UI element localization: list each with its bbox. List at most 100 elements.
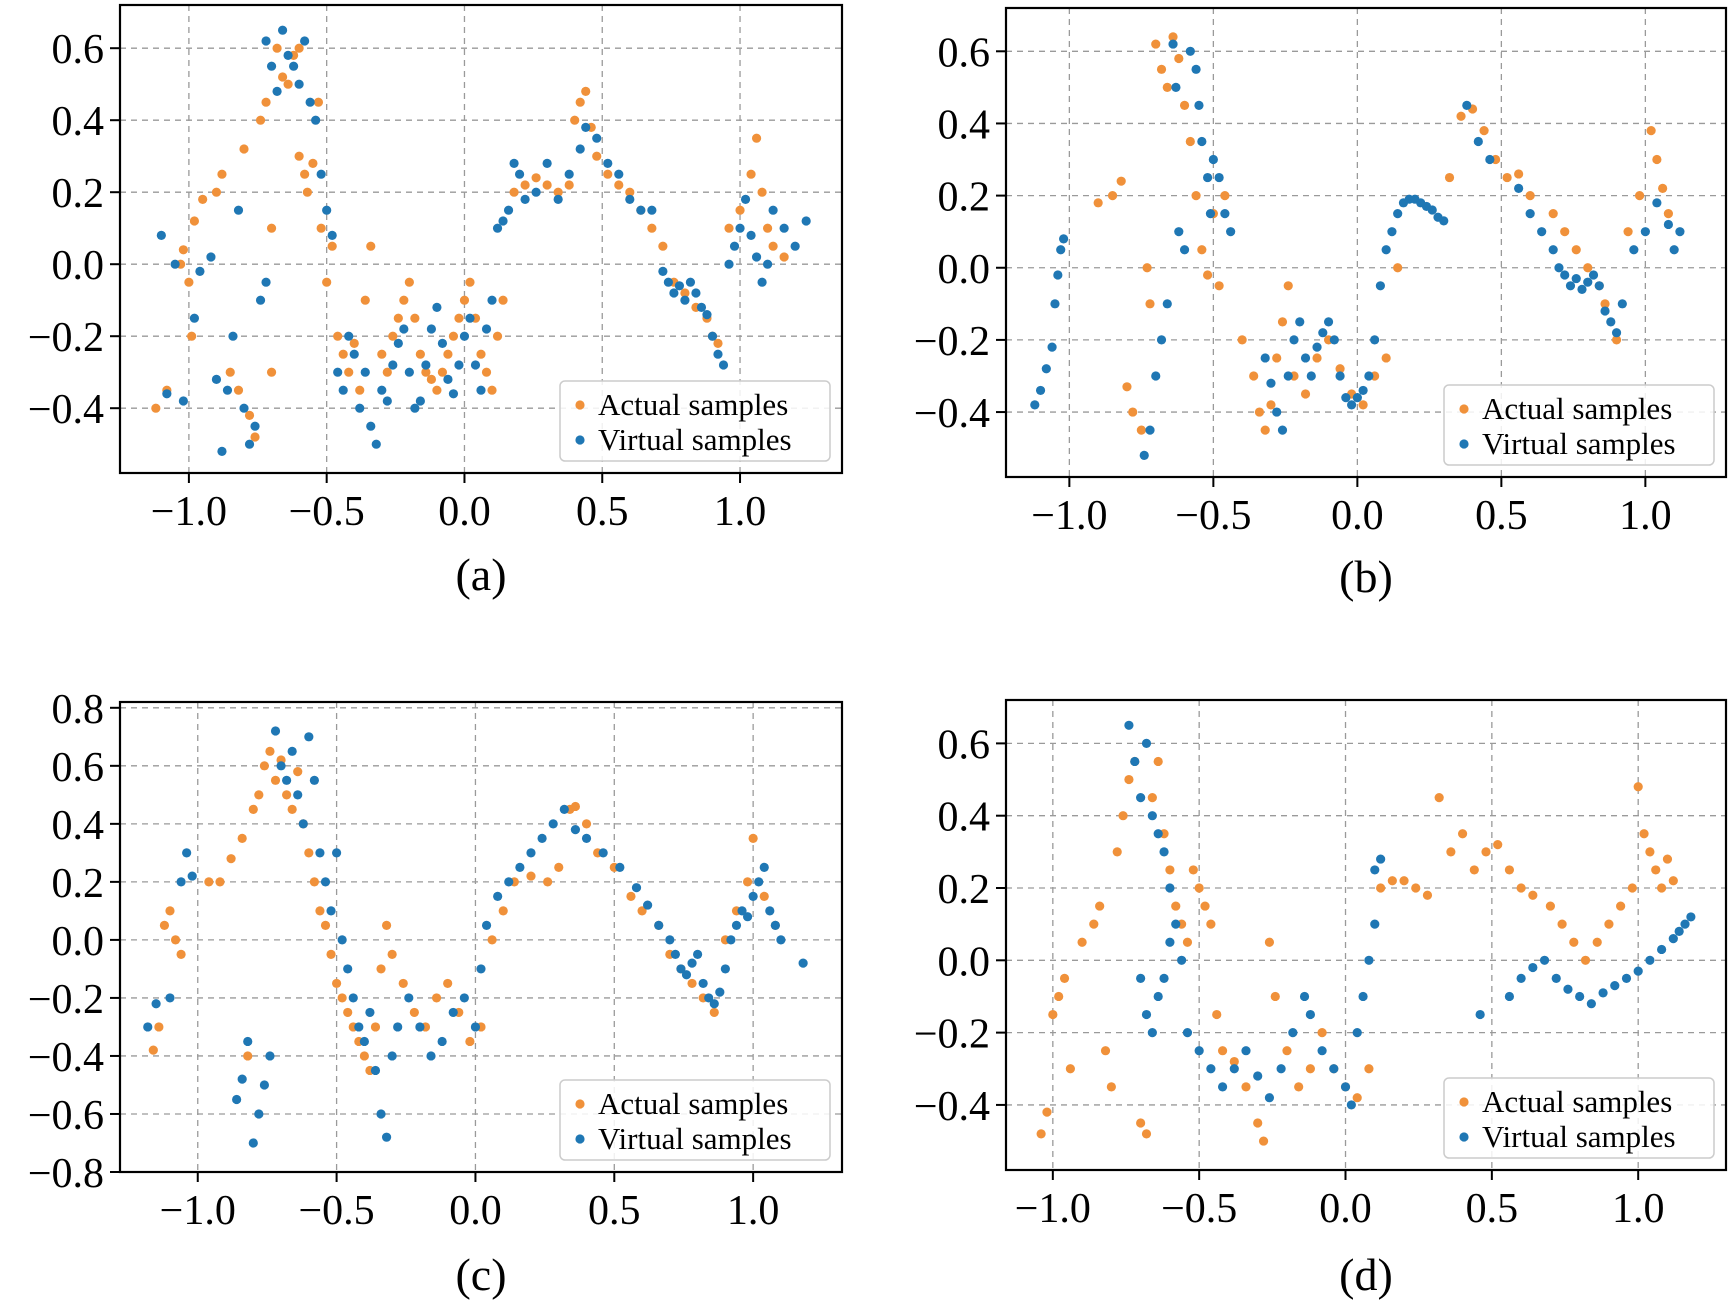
virtual-sample-point	[504, 877, 514, 887]
actual-sample-point	[1305, 1064, 1315, 1074]
actual-sample-point	[1162, 82, 1172, 92]
virtual-sample-point	[798, 958, 808, 968]
actual-sample-point	[421, 367, 431, 377]
actual-sample-point	[1312, 353, 1322, 363]
actual-sample-point	[1592, 937, 1602, 947]
actual-sample-point	[239, 144, 249, 154]
y-tick-label: 0.8	[52, 687, 105, 733]
actual-sample-point	[1294, 1082, 1304, 1092]
actual-sample-point	[1048, 1009, 1058, 1020]
virtual-sample-point	[1174, 227, 1184, 237]
virtual-sample-point	[731, 920, 742, 930]
virtual-sample-point	[1312, 342, 1322, 352]
actual-sample-point	[272, 43, 282, 53]
actual-sample-point	[1089, 919, 1099, 929]
actual-sample-point	[1411, 883, 1421, 893]
virtual-sample-point	[1136, 793, 1146, 803]
actual-sample-point	[1639, 829, 1649, 839]
actual-sample-point	[1580, 955, 1591, 965]
y-tick-label: 0.4	[52, 99, 105, 145]
x-tick-label: 1.0	[1619, 493, 1672, 539]
virtual-sample-point	[643, 900, 653, 910]
virtual-sample-point	[1317, 1046, 1327, 1056]
virtual-sample-point	[143, 1022, 153, 1032]
legend-actual-marker	[575, 1099, 585, 1109]
actual-sample-point	[680, 288, 690, 298]
virtual-sample-point	[1214, 172, 1224, 183]
virtual-sample-point	[542, 158, 552, 168]
virtual-sample-point	[349, 349, 359, 359]
virtual-sample-point	[1611, 328, 1622, 338]
virtual-sample-point	[790, 241, 800, 251]
actual-sample-point	[178, 245, 188, 255]
virtual-sample-point	[1680, 919, 1690, 929]
virtual-sample-point	[1329, 335, 1339, 345]
plot-frame	[118, 3, 844, 475]
virtual-sample-point	[713, 349, 723, 359]
virtual-sample-point	[443, 374, 453, 384]
virtual-sample-point	[265, 1051, 275, 1061]
virtual-sample-point	[360, 367, 370, 377]
virtual-sample-point	[1203, 172, 1213, 183]
virtual-sample-point	[1226, 227, 1236, 237]
virtual-sample-point	[704, 993, 714, 1003]
virtual-sample-point	[459, 331, 470, 341]
actual-sample-point	[344, 367, 354, 377]
actual-sample-point	[261, 97, 271, 107]
actual-sample-point	[1142, 263, 1152, 273]
virtual-sample-point	[1629, 245, 1639, 255]
virtual-sample-point	[1288, 1028, 1298, 1038]
virtual-sample-point	[248, 1138, 258, 1148]
actual-sample-point	[1317, 1028, 1327, 1038]
y-tick-label: −0.4	[914, 391, 990, 437]
actual-sample-point	[1272, 353, 1282, 363]
virtual-sample-point	[514, 169, 525, 179]
actual-sample-point	[1171, 901, 1181, 911]
virtual-sample-point	[1165, 937, 1175, 947]
virtual-sample-point	[1289, 335, 1299, 345]
virtual-sample-point	[1194, 100, 1204, 111]
panel-b: −1.0 −0.5 0.0 0.5 1.0 −0.4 −0.2 0.0 0.2 0.4 0.6 Act…	[914, 6, 1728, 602]
virtual-sample-point	[1657, 944, 1667, 955]
virtual-sample-point	[770, 920, 780, 930]
actual-sample-point	[294, 151, 304, 161]
virtual-sample-point	[465, 313, 475, 323]
actual-sample-point	[1623, 227, 1633, 237]
actual-sample-point	[313, 97, 324, 107]
virtual-sample-point	[217, 446, 227, 456]
virtual-sample-point	[1583, 277, 1593, 287]
y-tick-label: 0.6	[938, 722, 991, 768]
virtual-sample-point	[426, 324, 436, 334]
virtual-sample-point	[300, 36, 310, 46]
points-layer	[151, 25, 811, 456]
actual-sample-point	[165, 906, 175, 916]
actual-sample-point	[248, 804, 258, 814]
virtual-sample-point	[765, 906, 775, 916]
actual-sample-point	[1200, 901, 1210, 911]
virtual-sample-point	[399, 324, 409, 334]
virtual-sample-point	[1346, 1100, 1356, 1110]
virtual-sample-point	[1551, 973, 1561, 983]
virtual-sample-point	[1056, 245, 1066, 255]
actual-sample-point	[198, 194, 208, 204]
virtual-sample-point	[326, 906, 336, 916]
actual-sample-point	[1604, 919, 1614, 929]
virtual-sample-point	[1171, 82, 1181, 92]
virtual-sample-point	[1675, 227, 1685, 237]
virtual-sample-point	[669, 288, 679, 298]
actual-sample-point	[1179, 100, 1190, 111]
virtual-sample-point	[1645, 955, 1655, 965]
virtual-sample-point	[663, 277, 673, 287]
virtual-sample-point	[592, 133, 602, 143]
actual-sample-point	[300, 169, 310, 179]
virtual-sample-point	[696, 302, 707, 312]
actual-sample-point	[498, 906, 508, 916]
virtual-sample-point	[1030, 400, 1040, 410]
virtual-sample-point	[636, 205, 646, 215]
virtual-sample-point	[1266, 378, 1276, 388]
actual-sample-point	[250, 432, 260, 442]
virtual-sample-point	[1283, 371, 1293, 381]
virtual-sample-point	[343, 964, 353, 974]
legend-actual-label: Actual samples	[598, 1086, 788, 1121]
virtual-sample-point	[404, 993, 414, 1003]
